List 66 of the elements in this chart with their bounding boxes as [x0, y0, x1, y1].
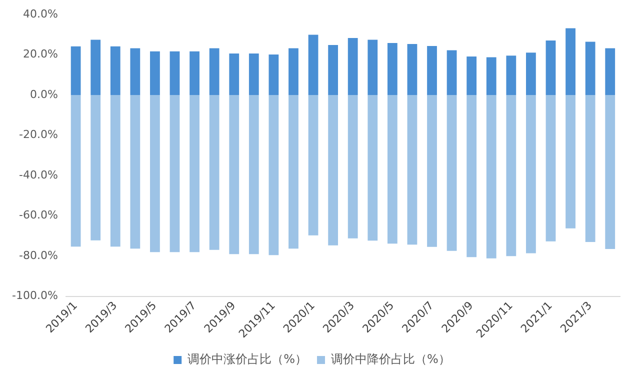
- bar: [486, 95, 496, 258]
- bar: [446, 95, 457, 251]
- bar: [328, 95, 338, 246]
- bar: [605, 48, 616, 96]
- bar: [446, 50, 457, 96]
- bar: [466, 56, 477, 96]
- bar: [566, 95, 576, 228]
- bar: [546, 95, 556, 242]
- bar: [506, 95, 516, 256]
- bar: [70, 46, 81, 96]
- bar: [308, 34, 318, 96]
- bar: [407, 44, 418, 96]
- y-tick-label: 40.0%: [22, 7, 58, 20]
- y-tick-label: -80.0%: [18, 248, 58, 262]
- bar: [328, 44, 338, 96]
- y-tick-label: -100.0%: [12, 289, 58, 302]
- y-tick-label: -60.0%: [18, 208, 58, 222]
- y-tick-label: 0.0%: [30, 88, 58, 101]
- bar: [150, 95, 160, 252]
- bar: [268, 95, 279, 256]
- y-tick-label: -40.0%: [18, 168, 58, 182]
- bar: [348, 38, 358, 96]
- bar: [110, 46, 120, 96]
- bar: [585, 42, 596, 96]
- bar: [427, 95, 437, 247]
- bar: [248, 95, 259, 254]
- bar: [546, 40, 556, 96]
- y-tick-label: -20.0%: [18, 128, 58, 142]
- y-tick-label: 20.0%: [22, 48, 58, 61]
- bar: [90, 40, 101, 96]
- bar: [170, 51, 180, 96]
- bar: [288, 48, 298, 96]
- bar: [229, 53, 240, 96]
- bar: [526, 95, 536, 254]
- bar: [486, 57, 496, 96]
- bar: [110, 95, 120, 247]
- bar: [248, 53, 259, 96]
- bar: [209, 48, 220, 96]
- bar: [605, 95, 616, 250]
- bar: [585, 95, 596, 242]
- bar: [190, 51, 200, 96]
- bar: [368, 95, 378, 241]
- bar: [268, 54, 279, 96]
- bar: [526, 52, 536, 96]
- bar: [130, 48, 140, 96]
- legend-label: 调价中降价占比（%）: [331, 352, 450, 366]
- bar: [368, 40, 378, 96]
- bar: [348, 95, 358, 238]
- bar: [190, 95, 200, 252]
- bar: [308, 95, 318, 236]
- bar: [150, 51, 160, 96]
- bar: [130, 95, 140, 249]
- bar: [427, 46, 437, 96]
- bar: [209, 95, 220, 250]
- bar: [229, 95, 240, 254]
- bar: [387, 42, 398, 96]
- bar: [70, 95, 81, 247]
- legend-label: 调价中涨价占比（%）: [188, 352, 308, 366]
- bar: [466, 95, 477, 258]
- bar: [90, 95, 101, 240]
- bar: [407, 95, 418, 245]
- bar: [288, 95, 298, 249]
- bar: [506, 56, 516, 96]
- bar: [566, 28, 576, 96]
- bar: [170, 95, 180, 252]
- bar: [387, 95, 398, 244]
